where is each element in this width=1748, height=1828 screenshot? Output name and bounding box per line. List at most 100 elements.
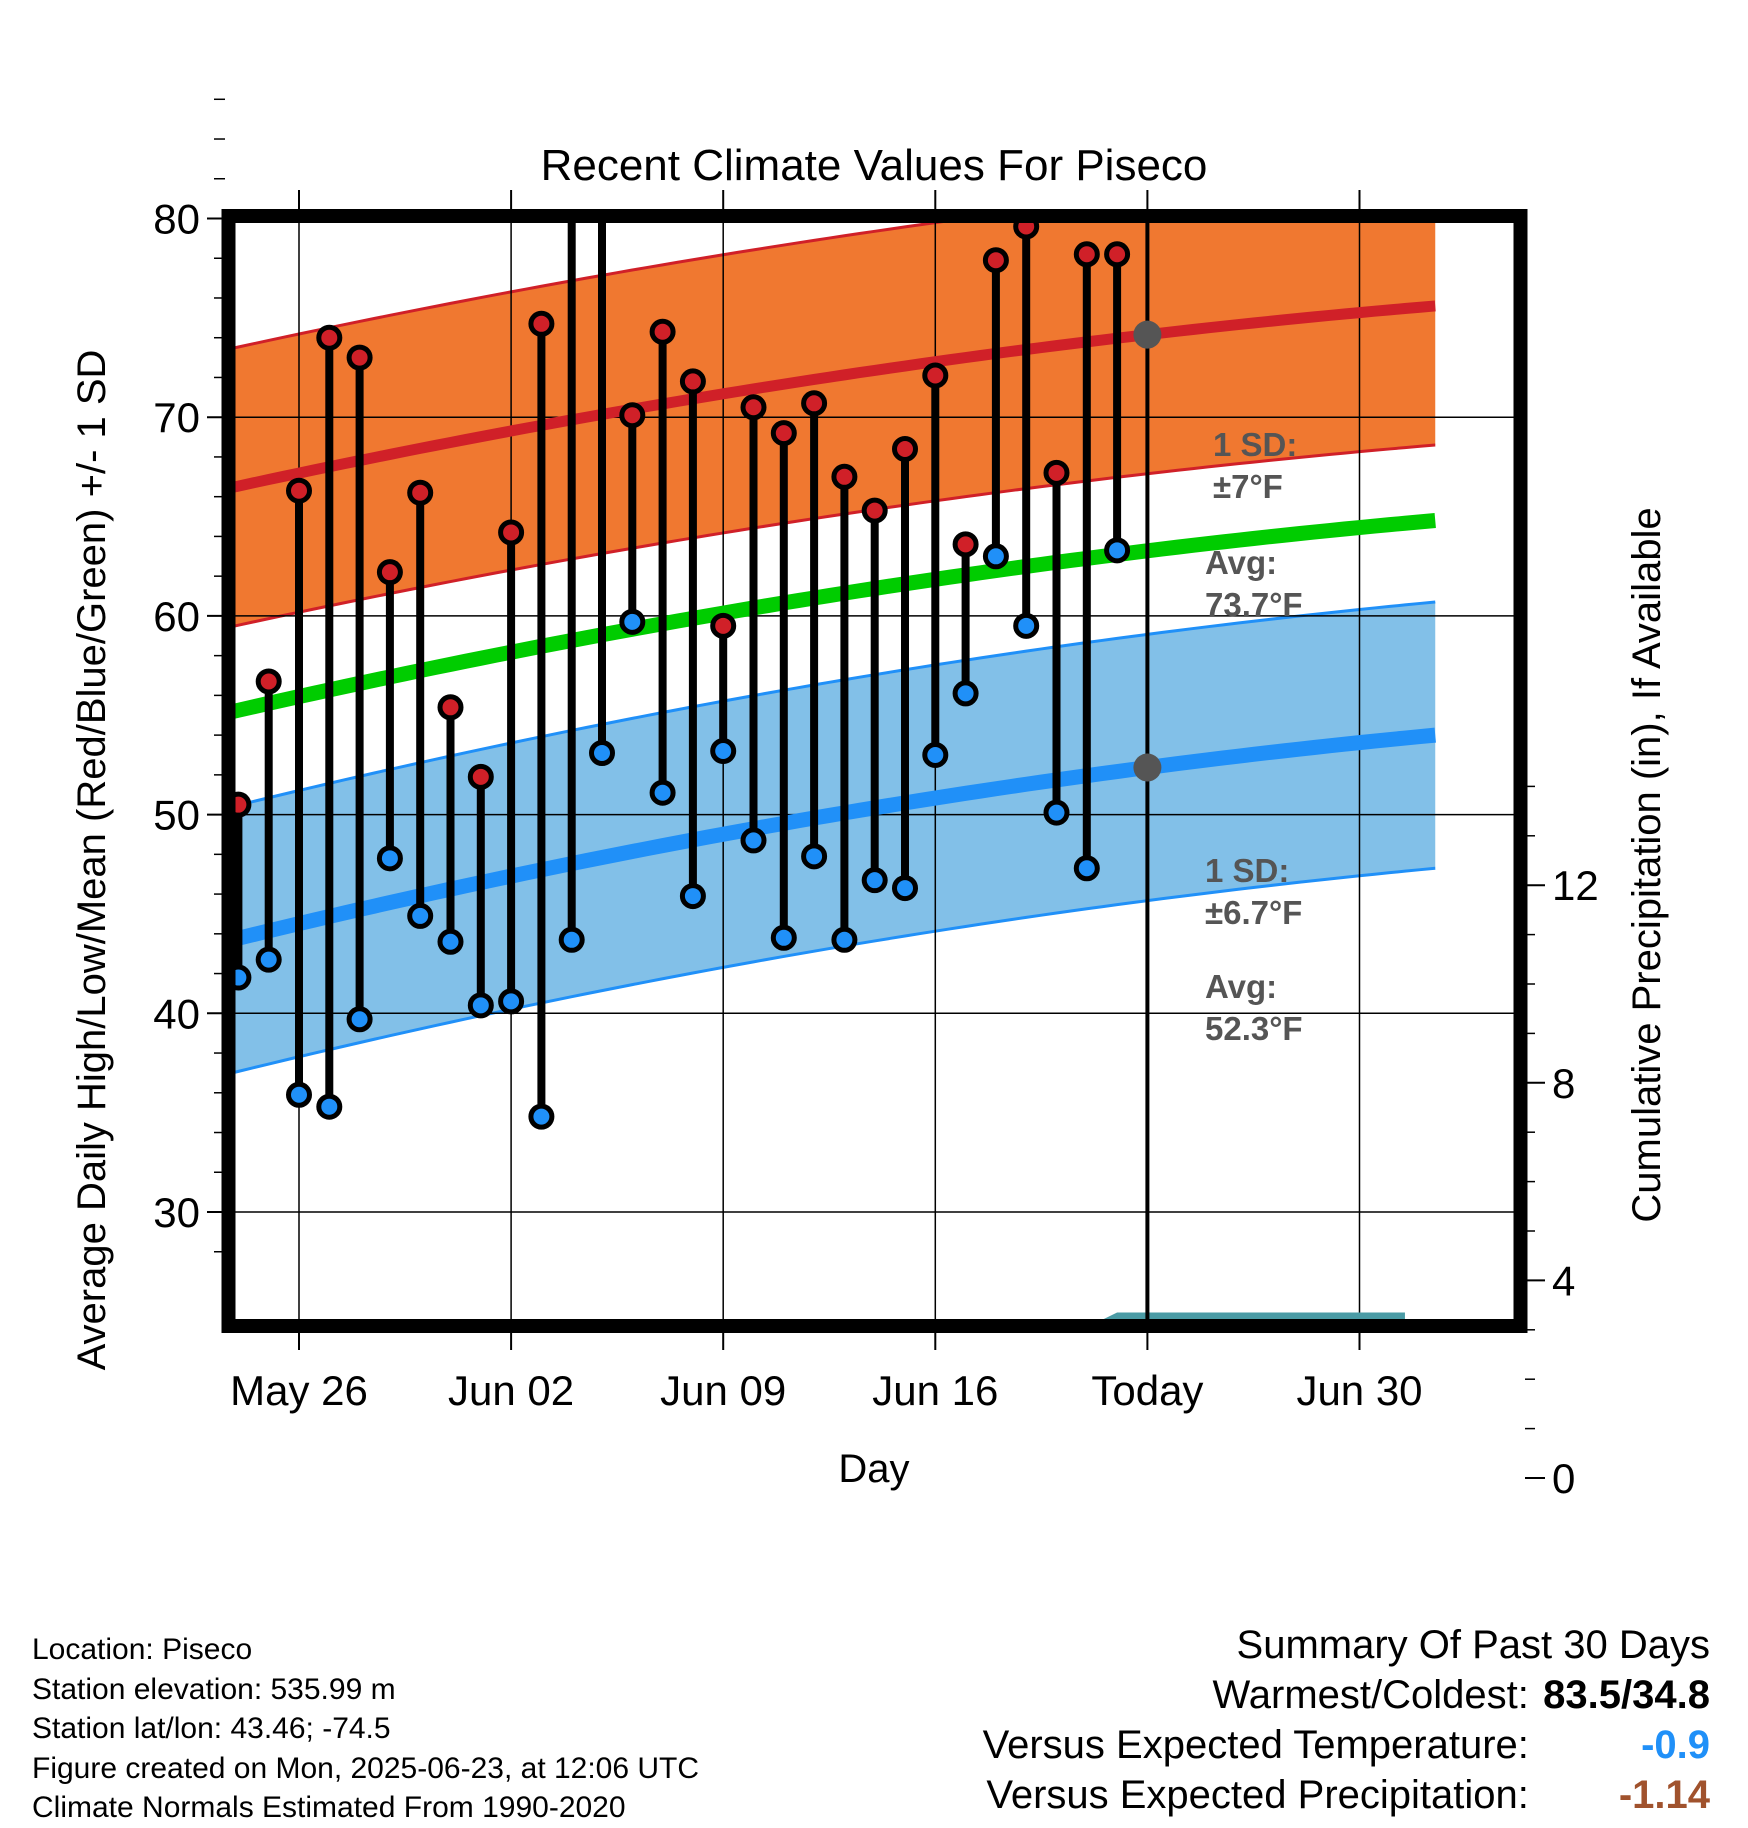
- daily-high-point: [1013, 222, 1040, 240]
- daily-high-point: [1104, 241, 1131, 268]
- daily-low-point: [437, 928, 464, 955]
- y2-tick-label: 12: [1552, 862, 1599, 909]
- daily-low-point: [316, 1093, 343, 1120]
- low-sd-lower-line: [232, 866, 1436, 1075]
- daily-low-point: [922, 741, 949, 768]
- axes: 30 40 50 60 70 80 0 4 8 12 May 26 Jun 02 Jun 09 Jun 1…: [70, 98, 1669, 1502]
- summary-title: Summary Of Past 30 Days: [1236, 1623, 1710, 1667]
- daily-low-point: [710, 738, 737, 765]
- plot-area: 1 SD: ±7°F Avg: 73.7°F 1 SD: ±6.7°F Avg: 52.3°F…: [232, 222, 1516, 1322]
- daily-low-point: [831, 926, 858, 953]
- temp-anomaly-value: -0.9: [1641, 1723, 1710, 1767]
- daily-high-point: [286, 477, 312, 504]
- daily-low-point: [528, 1103, 555, 1130]
- latlon-text: Station lat/lon: 43.46; -74.5: [32, 1712, 391, 1745]
- daily-low-point: [770, 924, 797, 951]
- daily-high-point: [232, 791, 252, 818]
- daily-low-point: [982, 543, 1009, 570]
- daily-low-point: [1013, 612, 1040, 639]
- y2-tick-label: 8: [1552, 1060, 1575, 1107]
- daily-low-point: [558, 926, 585, 953]
- low-avg-value: 52.3°F: [1205, 1010, 1303, 1047]
- today-low-avg-marker: [1133, 753, 1162, 782]
- precip-anomaly-label: Versus Expected Precipitation:: [986, 1773, 1529, 1817]
- precip-area: [238, 1312, 1405, 1322]
- created-text: Figure created on Mon, 2025-06-23, at 12…: [32, 1751, 700, 1785]
- daily-high-point: [922, 362, 949, 389]
- plot-frame: [221, 209, 1528, 1333]
- y-tick-label: 50: [153, 792, 200, 839]
- daily-high-point: [528, 310, 555, 337]
- precip-anomaly-value: -1.14: [1618, 1773, 1710, 1817]
- daily-high-point: [1043, 459, 1070, 486]
- normal-high-line: [232, 300, 1436, 494]
- normals-text: Climate Normals Estimated From 1990-2020: [32, 1791, 626, 1824]
- x-tick-label: Jun 16: [872, 1367, 998, 1414]
- chart-title: Recent Climate Values For Piseco: [541, 141, 1208, 190]
- daily-low-point: [376, 845, 403, 872]
- daily-low-point: [952, 680, 979, 707]
- today-high-avg-marker: [1133, 320, 1162, 349]
- daily-high-point: [861, 497, 888, 524]
- daily-low-point: [740, 827, 767, 854]
- high-sd-label: 1 SD:: [1213, 426, 1297, 463]
- daily-high-point: [316, 324, 343, 351]
- daily-high-point: [407, 479, 434, 506]
- summary-panel: Summary Of Past 30 Days Warmest/Coldest:…: [983, 1620, 1710, 1820]
- daily-low-point: [407, 902, 434, 929]
- daily-high-point: [831, 463, 858, 490]
- plot-inner: 1 SD: ±7°F Avg: 73.7°F 1 SD: ±6.7°F Avg: 52.3°F…: [232, 222, 1516, 1322]
- daily-low-point: [1073, 855, 1100, 882]
- y-tick-label: 80: [153, 196, 200, 243]
- x-axis-label: Day: [838, 1447, 909, 1491]
- y-tick-label: 40: [153, 990, 200, 1037]
- x-tick-label: Today: [1091, 1367, 1203, 1414]
- low-sd-value: ±6.7°F: [1205, 894, 1302, 931]
- temp-anomaly-row: Versus Expected Temperature: -0.9: [983, 1720, 1710, 1770]
- daily-high-point: [255, 668, 282, 695]
- daily-low-point: [861, 867, 888, 894]
- daily-high-point: [710, 612, 737, 639]
- y2-tick-label: 4: [1552, 1257, 1575, 1304]
- daily-high-point: [1073, 241, 1100, 268]
- daily-high-point: [679, 368, 706, 395]
- daily-low-point: [1043, 799, 1070, 826]
- daily-low-point: [589, 740, 615, 767]
- temp-anomaly-label: Versus Expected Temperature:: [982, 1723, 1529, 1767]
- daily-low-point: [892, 875, 918, 902]
- low-avg-label: Avg:: [1205, 968, 1277, 1005]
- normal-low-line: [232, 727, 1436, 948]
- low-sd-upper-line: [232, 600, 1436, 809]
- daily-high-point: [801, 390, 828, 417]
- high-sd-upper-line: [232, 222, 951, 350]
- location-text: Location: Piseco: [32, 1633, 253, 1666]
- y2-tick-label: 0: [1552, 1455, 1575, 1502]
- high-avg-value: 73.7°F: [1205, 586, 1303, 623]
- high-sd-lower-line: [232, 443, 1436, 629]
- daily-high-point: [740, 394, 767, 421]
- daily-high-point: [376, 559, 403, 586]
- daily-low-point: [232, 964, 252, 991]
- warm-cold-row: Warmest/Coldest: 83.5/34.8: [983, 1670, 1711, 1720]
- daily-high-point: [982, 247, 1009, 274]
- y-tick-label: 30: [153, 1189, 200, 1236]
- daily-low-point: [346, 1006, 373, 1033]
- daily-high-point: [498, 519, 525, 546]
- elevation-text: Station elevation: 535.99 m: [32, 1672, 396, 1706]
- x-tick-label: Jun 30: [1296, 1367, 1422, 1414]
- low-sd-label: 1 SD:: [1205, 852, 1289, 889]
- warm-cold-label: Warmest/Coldest:: [1212, 1673, 1529, 1717]
- daily-low-point: [649, 779, 676, 806]
- y2-axis-label: Cumulative Precipitation (in), If Availa…: [1625, 507, 1669, 1222]
- x-tick-label: Jun 09: [660, 1367, 786, 1414]
- high-avg-label: Avg:: [1205, 544, 1277, 581]
- x-tick-label: Jun 02: [448, 1367, 574, 1414]
- warm-cold-value: 83.5/34.8: [1543, 1673, 1710, 1717]
- daily-low-point: [1104, 537, 1131, 564]
- low-sd-band: [232, 601, 1436, 1073]
- x-tick-label: May 26: [230, 1367, 368, 1414]
- daily-low-point: [498, 988, 525, 1015]
- normal-mean-line: [232, 513, 1436, 720]
- y-axis-label: Average Daily High/Low/Mean (Red/Blue/Gr…: [70, 350, 114, 1371]
